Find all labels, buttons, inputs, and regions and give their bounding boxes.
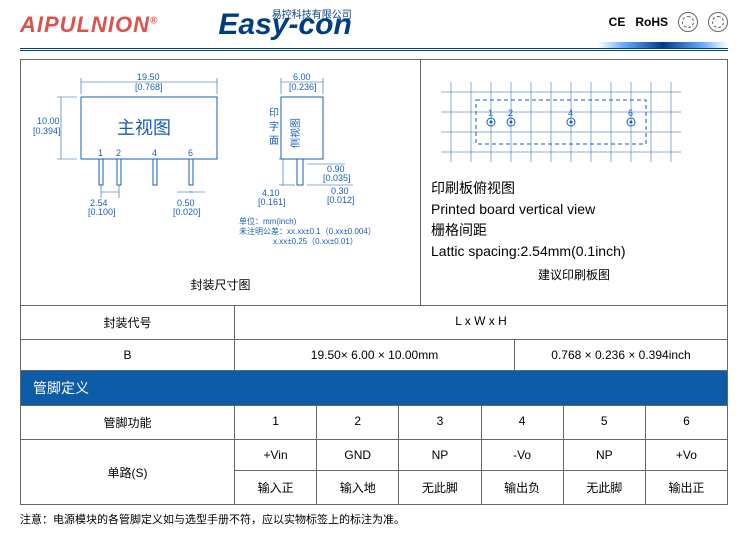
svg-text:6: 6 (628, 108, 633, 118)
svg-text:印: 印 (269, 107, 279, 119)
svg-text:1: 1 (98, 148, 103, 158)
header: AIPULNION® 易控科技有限公司 Easy-con CE RoHS (0, 0, 748, 48)
cert-badges: CE RoHS (609, 12, 728, 32)
svg-text:单位：mm(inch): 单位：mm(inch) (239, 216, 297, 226)
svg-text:4: 4 (152, 148, 157, 158)
svg-text:[0.161]: [0.161] (258, 197, 286, 207)
svg-text:[0.394]: [0.394] (33, 126, 61, 136)
datasheet-body: 19.50[0.768] 主视图 10.00[0.394] 1 2 4 (20, 59, 728, 505)
logo-aipulnion: AIPULNION® (20, 12, 158, 38)
package-code-row: B 19.50× 6.00 × 10.00mm 0.768 × 0.236 × … (21, 340, 727, 371)
svg-text:x.xx±0.25（0.xx±0.01）: x.xx±0.25（0.xx±0.01） (273, 237, 358, 246)
pin-header-row: 管脚功能 1 2 3 4 5 6 (21, 406, 727, 440)
svg-text:主视图: 主视图 (117, 118, 171, 138)
pcb-description: 印刷板俯视图 Printed board vertical view 栅格间距 … (431, 172, 717, 262)
cert-icon (708, 12, 728, 32)
logo-easycon: 易控科技有限公司 Easy-con (218, 8, 351, 42)
svg-text:[0.100]: [0.100] (88, 207, 116, 217)
svg-text:4: 4 (568, 108, 573, 118)
package-dimension-diagram: 19.50[0.768] 主视图 10.00[0.394] 1 2 4 (21, 60, 421, 305)
cert-icon (678, 12, 698, 32)
package-code-header: 封装代号 L x W x H (21, 306, 727, 340)
svg-text:19.50: 19.50 (137, 72, 160, 82)
svg-text:6: 6 (188, 148, 193, 158)
svg-text:1: 1 (488, 108, 493, 118)
svg-text:[0.236]: [0.236] (289, 82, 317, 92)
footnote: 注意：电源模块的各管脚定义如与选型手册不符，应以实物标签上的标注为准。 (0, 505, 748, 533)
svg-text:[0.768]: [0.768] (135, 82, 163, 92)
pcb-caption: 建议印刷板图 (431, 262, 717, 289)
svg-text:[0.012]: [0.012] (327, 195, 355, 205)
svg-text:10.00: 10.00 (37, 116, 60, 126)
pcb-layout-diagram: 1 2 4 6 印刷板俯视图 Printed board vertical vi… (421, 60, 727, 305)
decor-streak (598, 42, 728, 48)
svg-text:2: 2 (508, 108, 513, 118)
svg-text:6.00: 6.00 (293, 72, 311, 82)
svg-text:[0.020]: [0.020] (173, 207, 201, 217)
pin-single-row: 单路(S) +VinGNDNP-VoNP+Vo 输入正输入地无此脚输出负无此脚输… (21, 440, 727, 504)
svg-text:面: 面 (269, 136, 279, 147)
svg-text:字: 字 (269, 120, 279, 133)
front-caption: 封装尺寸图 (27, 272, 414, 299)
svg-text:2: 2 (116, 148, 121, 158)
pin-definition-title: 管脚定义 (21, 371, 727, 406)
svg-text:未注明公差：xx.xx±0.1（0.xx±0.004）: 未注明公差：xx.xx±0.1（0.xx±0.004） (239, 226, 376, 236)
svg-text:侧视图: 侧视图 (289, 118, 302, 148)
svg-text:[0.035]: [0.035] (323, 173, 351, 183)
